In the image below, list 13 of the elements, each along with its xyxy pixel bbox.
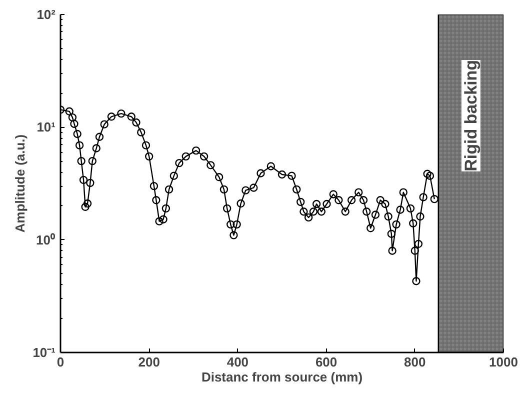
x-tick-label: 600 [315, 354, 338, 370]
x-tick-label: 800 [404, 354, 426, 370]
x-tick-label: 200 [138, 354, 160, 370]
x-tick-label: 0 [56, 354, 64, 370]
y-tick-label: 10² [36, 7, 56, 22]
x-tick-label: 1000 [489, 354, 518, 370]
x-axis-title: Distanc from source (mm) [201, 370, 363, 384]
band-label: Rigid backing [461, 60, 480, 172]
y-tick-label: 10⁻¹ [32, 345, 56, 360]
x-tick-label: 400 [226, 354, 249, 370]
y-tick-label: 10⁰ [36, 232, 56, 248]
y-axis-title: Amplitude (a.u.) [12, 134, 28, 233]
y-tick-label: 10¹ [36, 120, 56, 135]
